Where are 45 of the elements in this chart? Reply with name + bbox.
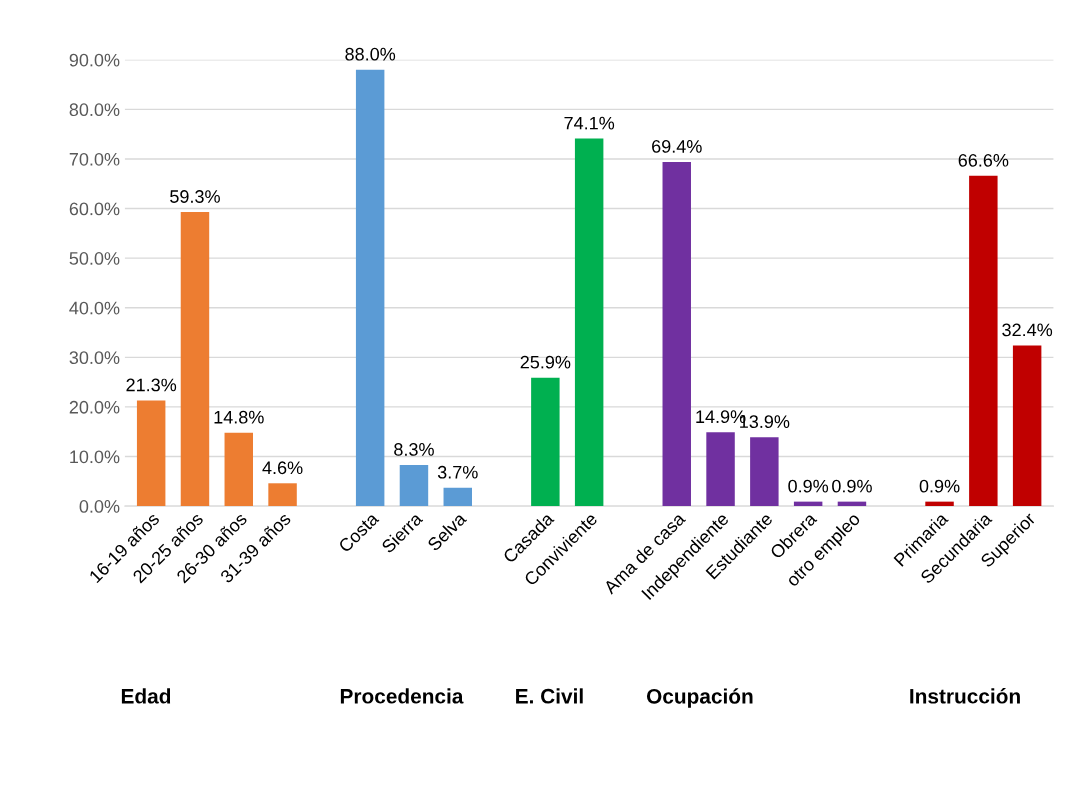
bar — [355, 69, 385, 507]
y-tick-label: 20.0% — [69, 400, 120, 414]
data-label: 0.9% — [788, 479, 829, 493]
text: Ocupación — [646, 688, 753, 708]
bar — [443, 487, 472, 507]
bar — [531, 377, 560, 507]
data-label: 4.6% — [262, 461, 303, 475]
data-label: 21.3% — [126, 378, 177, 392]
data-label: 69.4% — [652, 140, 702, 153]
y-tick-label: 60.0% — [69, 202, 120, 216]
data-label: 0.9% — [832, 479, 872, 493]
y-tick-label: 0.0% — [79, 500, 120, 513]
y-tick-label: 40.0% — [69, 301, 120, 315]
y-tick-label: 80.0% — [69, 103, 120, 117]
bar — [574, 138, 604, 507]
bar — [662, 161, 691, 507]
y-tick-label: 70.0% — [69, 152, 120, 166]
bar — [268, 483, 297, 507]
data-label: 8.3% — [394, 443, 434, 456]
data-label: 66.6% — [958, 153, 1009, 167]
data-label: 25.9% — [520, 355, 571, 369]
text: Instrucción — [910, 688, 1020, 704]
data-label: 88.0% — [345, 47, 396, 61]
text: Procedencia — [340, 688, 464, 704]
data-label: 14.8% — [214, 410, 264, 424]
data-label: 3.7% — [437, 465, 478, 479]
y-tick-label: 30.0% — [69, 351, 120, 365]
data-label: 0.9% — [919, 479, 960, 493]
bar — [136, 400, 166, 507]
data-label: 32.4% — [1002, 323, 1053, 337]
bar — [706, 432, 735, 507]
y-tick-label: 10.0% — [70, 450, 120, 464]
text: E. Civil — [516, 688, 583, 704]
bar — [925, 501, 954, 507]
y-tick-label: 90.0% — [69, 53, 120, 67]
bar — [1012, 345, 1042, 507]
text: Edad — [121, 688, 171, 704]
bar — [399, 464, 429, 507]
data-label: 74.1% — [564, 116, 615, 130]
bar — [750, 437, 779, 507]
bar — [224, 432, 253, 507]
data-label: 59.3% — [170, 190, 220, 203]
bar — [180, 212, 210, 507]
y-tick-label: 50.0% — [69, 252, 120, 265]
bar — [969, 175, 998, 507]
